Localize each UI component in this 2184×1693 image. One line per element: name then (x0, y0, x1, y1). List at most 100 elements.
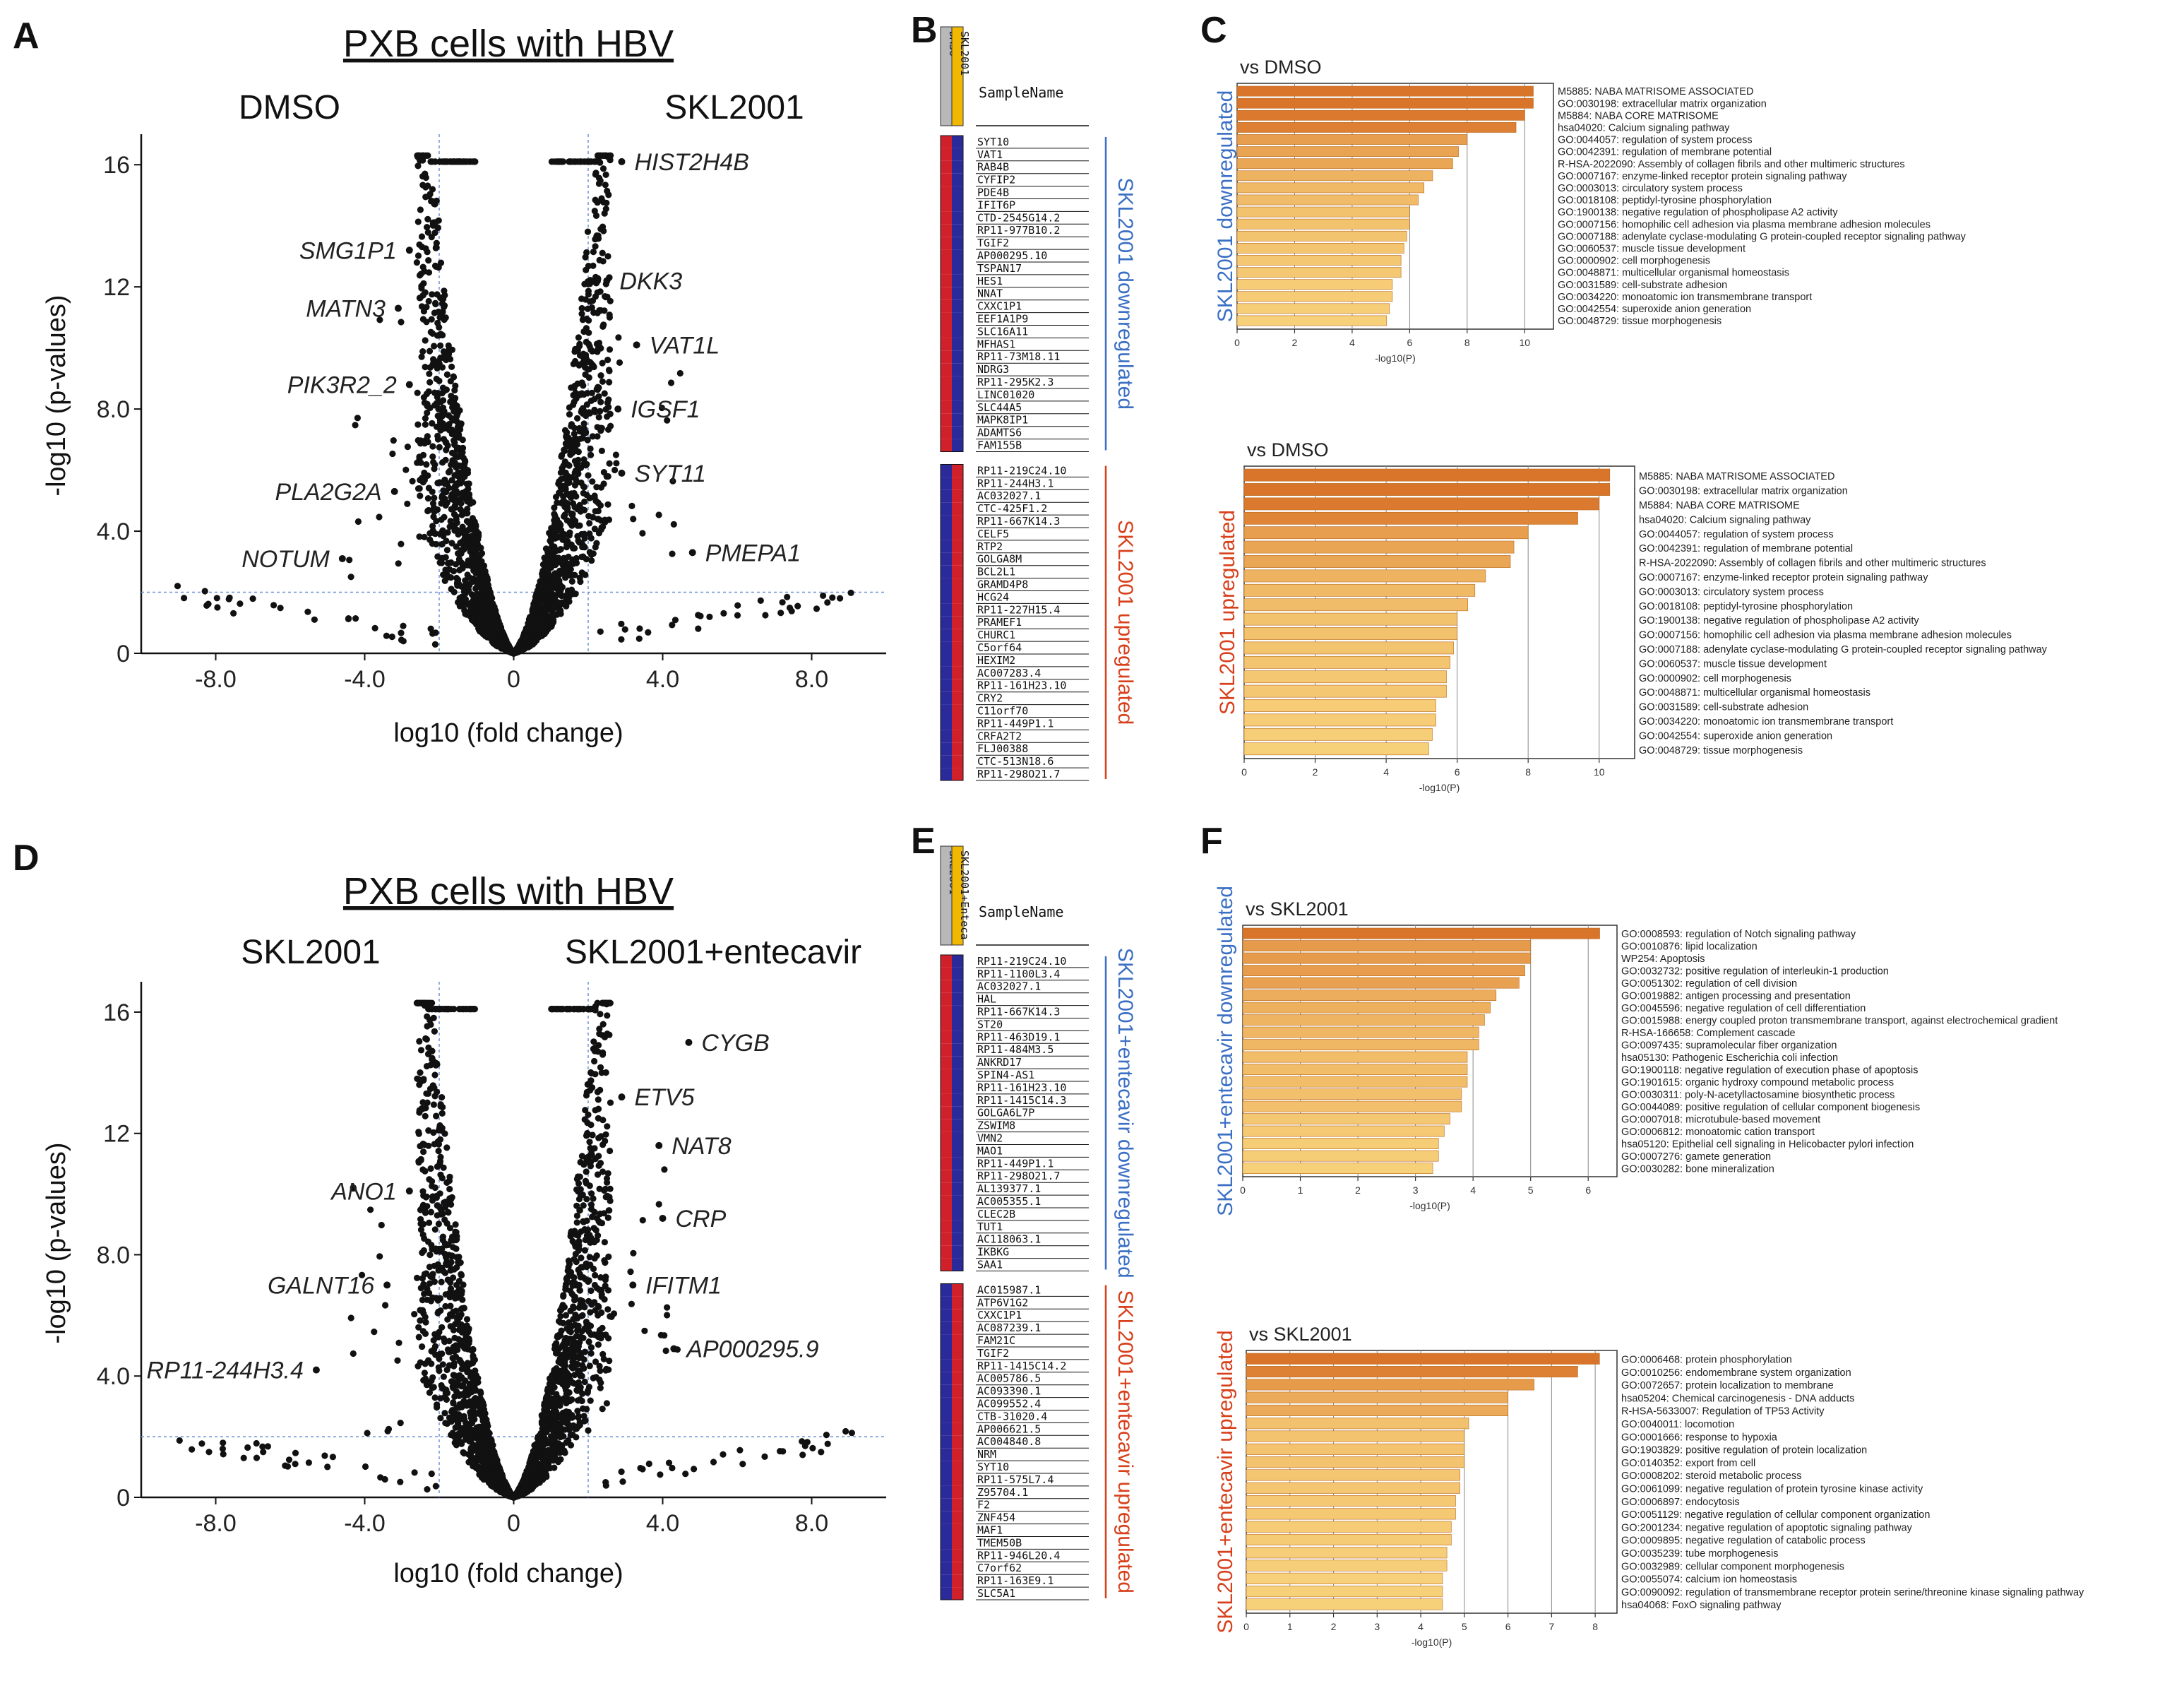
data-point (448, 586, 455, 593)
data-point (602, 1276, 609, 1283)
data-point (601, 1296, 608, 1303)
data-point (439, 1237, 446, 1244)
scatter-points (176, 999, 855, 1501)
data-point (439, 1361, 446, 1368)
data-point (484, 576, 491, 583)
data-point (419, 348, 426, 355)
data-point (426, 379, 434, 386)
data-point (601, 1257, 608, 1264)
data-point (573, 554, 580, 562)
data-point (544, 558, 551, 565)
data-point (587, 535, 595, 542)
data-point (463, 480, 470, 487)
data-point (426, 347, 434, 355)
data-point (437, 259, 445, 266)
data-point (594, 309, 601, 316)
data-point (453, 543, 460, 550)
data-point (566, 479, 573, 487)
data-point (478, 566, 485, 573)
data-point (443, 1179, 450, 1186)
data-point (433, 1112, 440, 1119)
data-point (573, 559, 580, 566)
data-point (604, 473, 611, 480)
data-point (431, 641, 439, 648)
data-point (784, 593, 791, 600)
x-tick-label: 0 (507, 1510, 520, 1537)
data-point (574, 415, 581, 422)
data-point (457, 601, 464, 608)
data-point (436, 444, 443, 451)
data-point (418, 303, 426, 310)
data-point (582, 371, 589, 379)
data-point (415, 1130, 422, 1137)
data-point (580, 484, 588, 491)
data-point (450, 1244, 457, 1251)
data-point (249, 595, 256, 602)
data-point (757, 597, 764, 605)
data-point (570, 1422, 577, 1429)
data-point (545, 584, 552, 592)
data-point (422, 1360, 429, 1367)
data-point (446, 1225, 454, 1232)
data-point (599, 523, 607, 530)
data-point (585, 366, 593, 373)
data-point (551, 595, 559, 602)
data-point (444, 529, 451, 536)
data-point (468, 617, 476, 624)
data-point (492, 612, 499, 619)
volcano-a-title: PXB cells with HBV (343, 23, 674, 65)
data-point (453, 1353, 460, 1360)
data-point (794, 602, 801, 610)
data-point (438, 559, 446, 566)
data-point (454, 158, 462, 165)
data-point (587, 1235, 595, 1242)
data-point (571, 458, 579, 465)
data-point (438, 299, 446, 307)
data-point (487, 594, 494, 601)
data-point (552, 562, 559, 569)
data-point (422, 194, 429, 201)
data-point (467, 533, 475, 540)
data-point (419, 173, 426, 180)
data-point (618, 636, 625, 643)
data-point (604, 501, 611, 508)
data-point (591, 1255, 598, 1262)
data-point (594, 199, 601, 206)
data-point (389, 450, 396, 458)
data-point (459, 489, 466, 497)
data-point (602, 1069, 609, 1076)
data-point (587, 551, 595, 559)
data-point (580, 358, 587, 365)
data-point (418, 476, 425, 484)
annotated-point (405, 381, 413, 388)
data-point (415, 1333, 422, 1341)
data-point (551, 512, 559, 519)
data-point (444, 1346, 452, 1353)
data-point (524, 626, 531, 634)
data-point (583, 266, 590, 273)
data-point (605, 426, 612, 433)
data-point (421, 1271, 429, 1278)
data-point (441, 577, 448, 585)
data-point (837, 595, 844, 602)
data-point (431, 465, 438, 473)
data-point (451, 498, 459, 505)
data-point (455, 1342, 463, 1349)
data-point (561, 447, 568, 455)
data-point (602, 1367, 609, 1374)
data-point (422, 1112, 429, 1119)
data-point (588, 1070, 595, 1077)
data-point (578, 379, 585, 386)
data-point (695, 625, 702, 632)
data-point (419, 1188, 426, 1195)
data-point (435, 1148, 442, 1155)
data-point (422, 1319, 429, 1326)
data-point (422, 364, 429, 371)
data-point (409, 477, 416, 485)
data-point (588, 389, 595, 397)
data-point (585, 1338, 592, 1346)
y-tick-label: 4.0 (97, 1363, 130, 1390)
data-point (779, 599, 786, 606)
panel-label-b: B (911, 10, 938, 51)
data-point (575, 1247, 582, 1254)
